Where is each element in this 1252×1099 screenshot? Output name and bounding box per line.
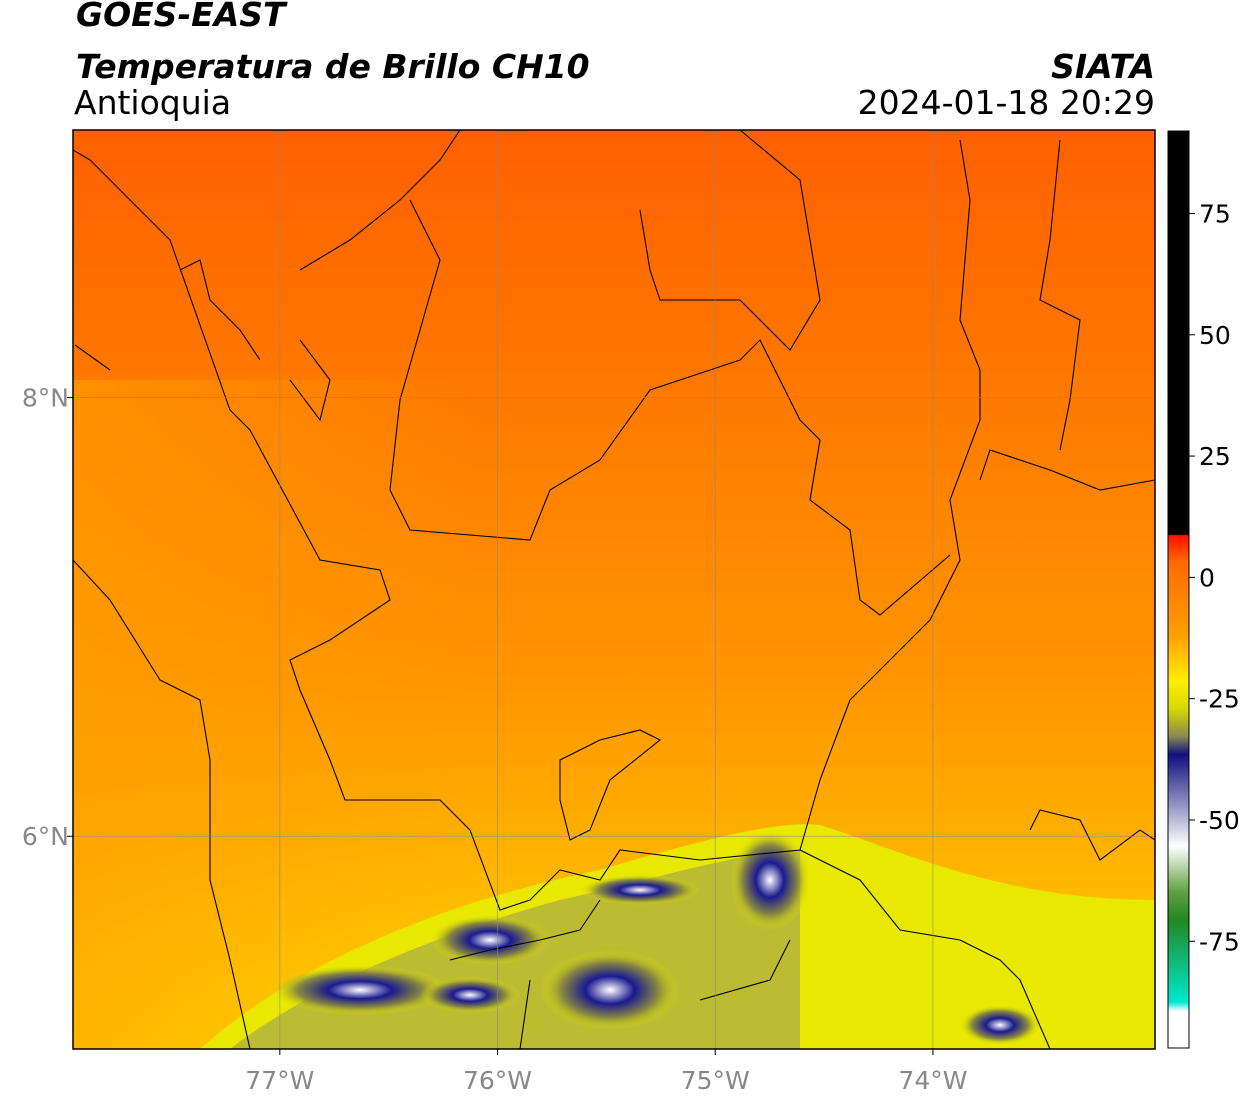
title: GOES-EAST	[76, 0, 288, 34]
subtitle: Temperatura de Brillo CH10	[76, 47, 590, 86]
map-field	[73, 130, 1155, 1049]
lon-tick-label: 74°W	[898, 1066, 967, 1095]
colorbar-tick-label: -25	[1199, 685, 1240, 714]
colorbar-tick-label: -50	[1199, 806, 1240, 835]
region: Antioquia	[74, 83, 231, 122]
map-frame	[72, 129, 1156, 1050]
lon-tick-label: 76°W	[463, 1066, 532, 1095]
colorbar	[1167, 130, 1190, 1049]
lat-tick-label: 6°N	[22, 822, 69, 851]
source: SIATA	[1051, 47, 1155, 86]
colorbar-tick-label: 0	[1199, 563, 1215, 592]
timestamp: 2024-01-18 20:29	[858, 83, 1155, 122]
colorbar-tick-label: 25	[1199, 442, 1231, 471]
lon-tick-label: 77°W	[245, 1066, 314, 1095]
colorbar-tick-label: 50	[1199, 321, 1231, 350]
colorbar-tick-label: 75	[1199, 199, 1231, 228]
lon-tick-label: 75°W	[681, 1066, 750, 1095]
lat-tick-label: 8°N	[22, 384, 69, 413]
graticule	[73, 130, 1155, 1049]
colorbar-tick-label: -75	[1199, 927, 1240, 956]
